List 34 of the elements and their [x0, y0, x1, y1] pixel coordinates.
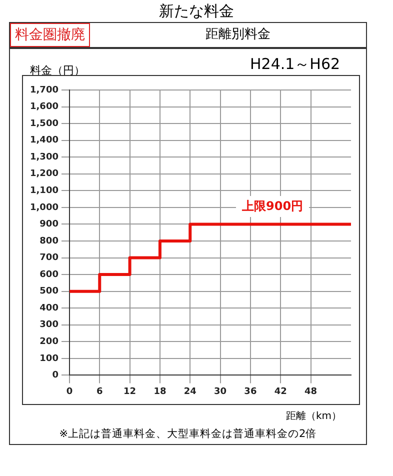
text: 料金圏撤廃 — [10, 23, 90, 47]
y-tick-label: 1,300 — [30, 152, 58, 162]
y-tick-label: 200 — [40, 336, 58, 347]
chart-title: 新たな料金 — [158, 2, 235, 21]
x-axis-title: 距離（km） — [286, 410, 342, 423]
y-tick-label: 700 — [40, 253, 58, 264]
y-tick-label: 1,100 — [30, 186, 58, 196]
x-tick-label: 12 — [124, 386, 136, 397]
x-tick-label: 48 — [304, 386, 318, 397]
x-tick-label: 36 — [244, 386, 257, 397]
y-tick-label: 600 — [40, 270, 58, 280]
x-tick-label: 6 — [96, 386, 103, 397]
y-tick-label: 1,000 — [30, 202, 58, 213]
y-tick-label: 1,200 — [30, 169, 58, 180]
y-tick-label: 300 — [40, 320, 58, 330]
chart-subtitle: 距離別料金 — [204, 26, 272, 44]
x-tick-label: 24 — [184, 386, 196, 397]
text: H24.1～H62 — [250, 55, 340, 74]
y-tick-label: 100 — [40, 354, 58, 364]
y-tick-label: 1,600 — [30, 102, 58, 112]
y-tick-label: 1,700 — [30, 85, 58, 96]
annotation: 上限900円 — [236, 196, 310, 217]
x-tick-label: 0 — [66, 386, 73, 397]
y-tick-label: 1,500 — [30, 118, 58, 129]
text: ※上記は普通車料金、大型車料金は普通車料金の2倍 — [58, 427, 318, 441]
y-tick-label: 1,400 — [30, 136, 58, 146]
y-tick-label: 800 — [40, 236, 58, 246]
y-tick-label: 400 — [40, 303, 58, 314]
x-tick-label: 30 — [214, 386, 227, 397]
y-tick-label: 0 — [52, 370, 58, 381]
x-tick-label: 42 — [274, 386, 287, 397]
x-tick-label: 18 — [154, 386, 166, 397]
y-tick-label: 500 — [40, 286, 58, 297]
y-tick-label: 900 — [40, 220, 58, 230]
